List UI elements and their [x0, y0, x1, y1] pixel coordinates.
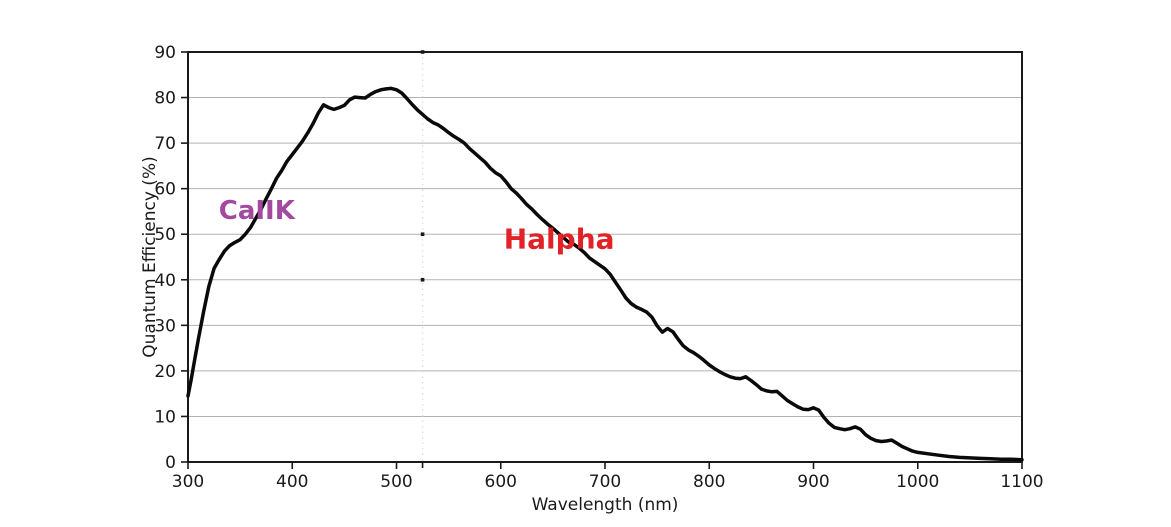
x-tick-label: 1100: [1000, 472, 1043, 492]
x-tick-label: 900: [797, 472, 829, 492]
x-tick-label: 700: [589, 472, 621, 492]
x-tick-label: 400: [276, 472, 308, 492]
y-tick-label: 90: [154, 43, 176, 63]
marker-dot: [420, 277, 425, 282]
x-tick-label: 800: [693, 472, 725, 492]
y-tick-label: 40: [154, 271, 176, 291]
x-axis-label: Wavelength (nm): [531, 495, 679, 515]
x-tick-label: 600: [485, 472, 517, 492]
annotation-halpha: Halpha: [504, 223, 615, 256]
axes-frame: [187, 51, 1023, 463]
annotation-caiik: CaIIK: [219, 196, 296, 226]
y-tick-label: 80: [154, 89, 176, 109]
y-tick-label: 0: [165, 453, 176, 473]
y-tick-label: 50: [154, 225, 176, 245]
y-tick-label: 30: [154, 316, 176, 336]
x-tick-label: 300: [172, 472, 204, 492]
y-tick-label: 60: [154, 180, 176, 200]
qe-curve: [186, 86, 1024, 462]
y-axis-label: Quantum Efficiency (%): [140, 156, 160, 358]
y-tick-label: 20: [154, 362, 176, 382]
marker-dot: [420, 232, 425, 237]
x-tick-label: 1000: [896, 472, 939, 492]
y-tick-label: 70: [154, 134, 176, 154]
x-tick-label: 500: [380, 472, 412, 492]
y-tick-label: 10: [154, 407, 176, 427]
